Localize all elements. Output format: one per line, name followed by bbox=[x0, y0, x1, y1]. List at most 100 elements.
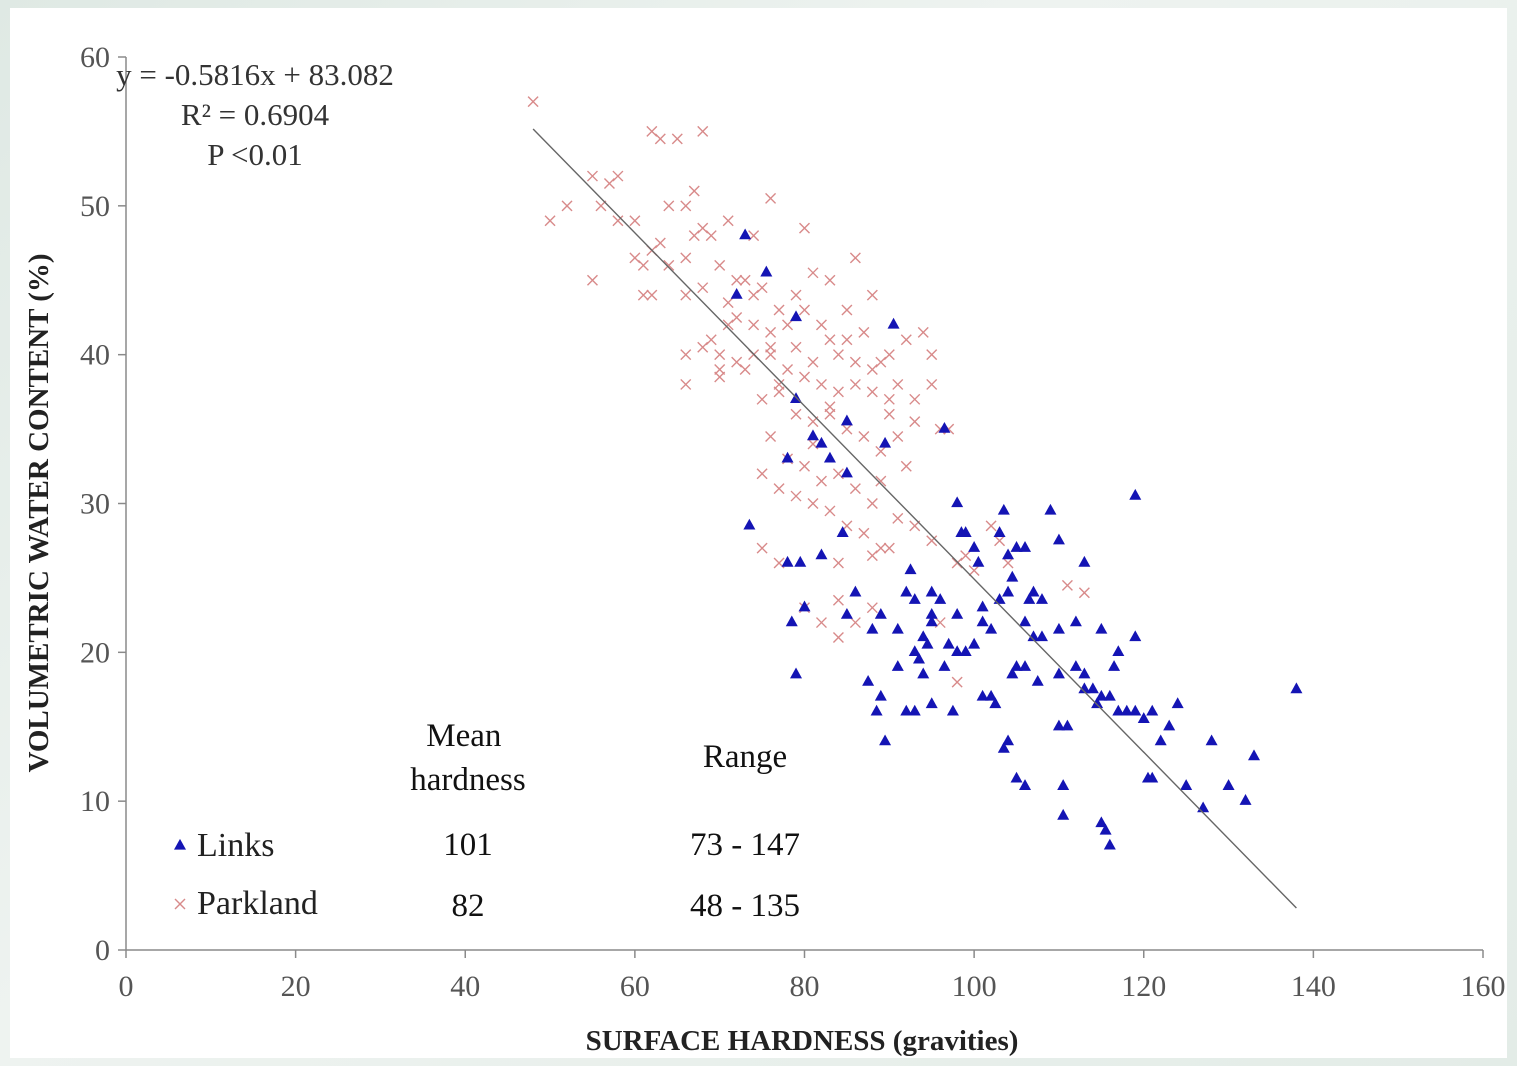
data-point-parkland bbox=[815, 378, 827, 390]
legend-marker-parkland bbox=[174, 898, 186, 910]
data-point-parkland bbox=[697, 125, 709, 137]
data-point-links bbox=[1019, 660, 1032, 671]
data-point-links bbox=[925, 697, 938, 709]
data-point-parkland bbox=[832, 349, 844, 361]
data-point-links bbox=[790, 667, 803, 679]
data-point-links bbox=[1099, 823, 1112, 835]
data-point-parkland bbox=[875, 356, 887, 368]
data-point-links bbox=[1023, 593, 1036, 604]
data-point-parkland bbox=[612, 215, 624, 227]
data-point-parkland bbox=[968, 564, 980, 576]
data-point-parkland bbox=[815, 475, 827, 487]
data-point-parkland bbox=[748, 289, 760, 301]
data-point-parkland bbox=[646, 289, 658, 301]
data-point-links bbox=[942, 637, 955, 649]
data-point-links bbox=[823, 451, 836, 463]
data-point-parkland bbox=[705, 334, 717, 346]
data-point-links bbox=[815, 436, 828, 448]
data-point-parkland bbox=[654, 237, 666, 249]
data-point-links bbox=[1078, 667, 1091, 679]
y-tick-label: 60 bbox=[80, 41, 110, 74]
data-point-links bbox=[921, 637, 934, 649]
data-point-parkland bbox=[875, 475, 887, 487]
data-point-links bbox=[976, 600, 989, 612]
data-point-parkland bbox=[832, 594, 844, 606]
x-tick-label: 160 bbox=[1461, 970, 1506, 1003]
regression-p-value: P <0.01 bbox=[207, 137, 303, 172]
data-point-parkland bbox=[926, 535, 938, 547]
data-point-parkland bbox=[799, 371, 810, 383]
data-point-links bbox=[1137, 712, 1150, 723]
data-point-parkland bbox=[756, 282, 768, 294]
data-point-links bbox=[739, 228, 752, 240]
data-point-links bbox=[985, 689, 998, 701]
data-point-parkland bbox=[909, 416, 921, 428]
data-point-links bbox=[1057, 808, 1070, 820]
data-point-links bbox=[1010, 771, 1023, 783]
x-tick-label: 20 bbox=[281, 970, 311, 1003]
data-point-links bbox=[1129, 704, 1142, 716]
data-point-links bbox=[836, 526, 849, 537]
data-point-links bbox=[870, 704, 883, 716]
data-point-parkland bbox=[671, 133, 683, 145]
data-point-parkland bbox=[799, 304, 810, 316]
data-point-links bbox=[785, 615, 798, 627]
data-point-parkland bbox=[654, 133, 666, 145]
data-point-links bbox=[938, 660, 951, 671]
data-point-links bbox=[879, 734, 892, 746]
data-point-parkland bbox=[663, 200, 675, 212]
data-point-links bbox=[794, 555, 807, 567]
data-point-links bbox=[1044, 503, 1057, 515]
data-point-parkland bbox=[527, 96, 539, 108]
data-point-links bbox=[976, 689, 989, 701]
data-point-links bbox=[900, 704, 913, 716]
data-point-links bbox=[1027, 585, 1040, 597]
data-point-links bbox=[1091, 697, 1104, 709]
data-point-links bbox=[976, 615, 989, 627]
data-point-links bbox=[1019, 541, 1032, 552]
data-point-parkland bbox=[799, 460, 810, 472]
data-point-parkland bbox=[926, 378, 938, 390]
table-header-mean-line-2: hardness bbox=[410, 762, 525, 798]
data-point-links bbox=[1180, 779, 1193, 790]
data-point-parkland bbox=[731, 311, 743, 323]
data-point-links bbox=[968, 541, 981, 552]
data-point-links bbox=[1108, 660, 1121, 671]
table-range-links: 73 - 147 bbox=[690, 827, 800, 863]
data-point-links bbox=[1057, 779, 1070, 790]
data-point-parkland bbox=[892, 378, 904, 390]
data-point-links bbox=[840, 607, 853, 619]
x-tick-label: 40 bbox=[450, 970, 480, 1003]
data-point-links bbox=[1052, 622, 1065, 634]
legend-marker-links bbox=[174, 838, 186, 850]
data-point-parkland bbox=[705, 230, 717, 242]
data-point-parkland bbox=[1002, 557, 1014, 569]
data-point-links bbox=[730, 288, 743, 299]
data-point-parkland bbox=[688, 185, 700, 197]
data-point-links bbox=[866, 622, 879, 634]
data-point-parkland bbox=[790, 289, 802, 301]
data-point-links bbox=[1061, 719, 1074, 731]
legend-triangle-icon bbox=[174, 838, 186, 850]
data-point-links bbox=[790, 310, 803, 322]
data-point-links bbox=[997, 503, 1010, 515]
data-point-parkland bbox=[849, 356, 861, 368]
data-point-links bbox=[1154, 734, 1167, 746]
data-point-parkland bbox=[637, 259, 649, 271]
data-point-links bbox=[1052, 533, 1065, 545]
data-point-links bbox=[1197, 801, 1210, 813]
data-point-parkland bbox=[883, 349, 895, 361]
data-point-parkland bbox=[756, 542, 768, 554]
data-point-links bbox=[1010, 541, 1023, 552]
data-point-parkland bbox=[824, 274, 836, 286]
data-point-links bbox=[1095, 622, 1108, 634]
data-point-links bbox=[1052, 667, 1065, 679]
data-point-parkland bbox=[603, 178, 615, 190]
trendline bbox=[532, 128, 1297, 909]
data-point-parkland bbox=[824, 505, 836, 517]
data-point-parkland bbox=[883, 542, 895, 554]
data-point-parkland bbox=[892, 512, 904, 524]
axes: 0 10 20 30 40 50 60 0 20 40 60 80 100 120 140 160 bbox=[80, 41, 1506, 1003]
data-point-links bbox=[879, 436, 892, 448]
y-tick-label: 20 bbox=[80, 636, 110, 669]
